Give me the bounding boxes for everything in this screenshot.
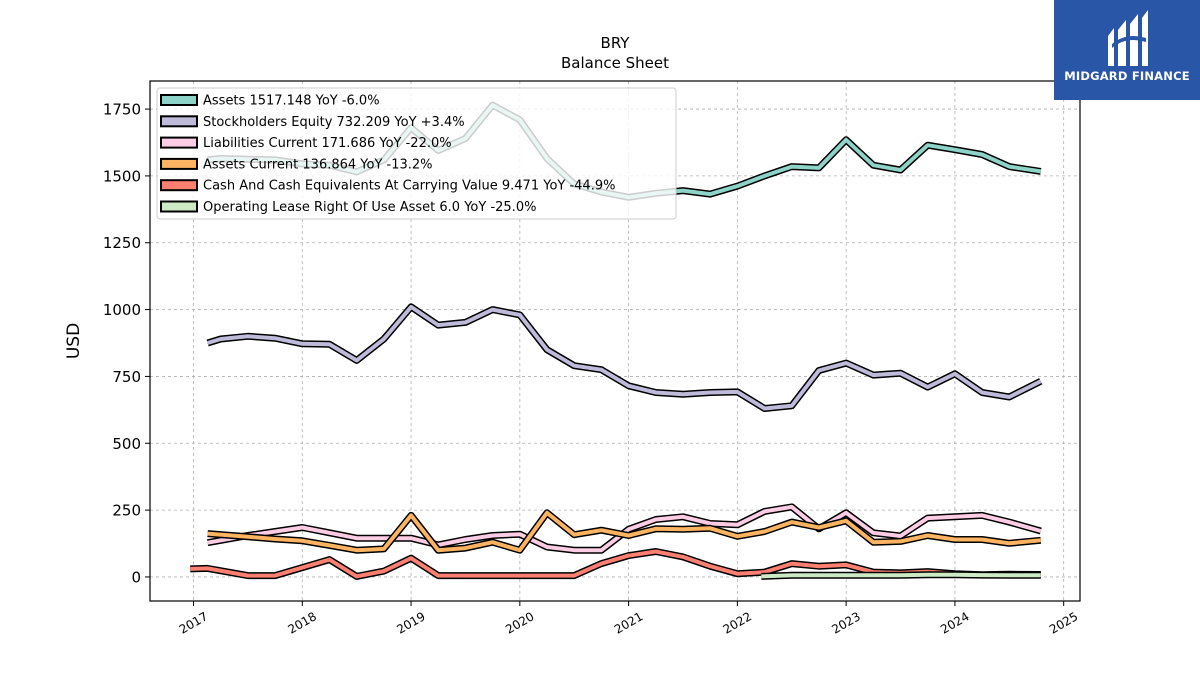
x-tick-label: 2023: [829, 609, 862, 636]
legend-swatch-2: [160, 136, 198, 149]
legend-label-4: Cash And Cash Equivalents At Carrying Va…: [203, 179, 615, 194]
x-tick-label: 2024: [938, 609, 971, 636]
legend-swatch-4: [160, 179, 198, 192]
series-line-1: [207, 304, 1042, 411]
series-outline-1: [206, 303, 1043, 412]
legend-swatch-1: [160, 115, 198, 128]
legend-label-1: Stockholders Equity 732.209 YoY +3.4%: [203, 115, 465, 130]
x-tick-label: 2021: [612, 609, 645, 636]
y-tick-label: 1000: [103, 301, 141, 319]
y-tick-label: 0: [131, 568, 141, 586]
legend-swatch-3: [160, 157, 198, 170]
legend-label-5: Operating Lease Right Of Use Asset 6.0 Y…: [203, 200, 536, 215]
y-tick-label: 250: [112, 502, 141, 520]
chart-title: BRY: [601, 34, 631, 52]
legend-label-2: Liabilities Current 171.686 YoY -22.0%: [203, 136, 452, 151]
x-tick-label: 2025: [1047, 609, 1080, 636]
legend-label-0: Assets 1517.148 YoY -6.0%: [203, 94, 380, 109]
x-tick-label: 2022: [721, 609, 754, 636]
y-tick-label: 1750: [103, 101, 141, 119]
brand-logo: MIDGARD FINANCE: [1054, 0, 1200, 100]
y-tick-label: 1250: [103, 234, 141, 252]
legend-label-3: Assets Current 136.864 YoY -13.2%: [203, 157, 433, 172]
series-line-2: [207, 504, 1042, 553]
legend-swatch-0: [160, 94, 198, 106]
chart-subtitle: Balance Sheet: [561, 54, 669, 72]
x-tick-label: 2020: [503, 609, 536, 636]
x-tick-label: 2018: [286, 609, 319, 636]
brand-name: MIDGARD FINANCE: [1064, 69, 1190, 83]
midgard-logo-icon: [1108, 10, 1148, 66]
series-line-5: [761, 572, 1041, 579]
legend-swatch-5: [160, 200, 198, 213]
y-tick-label: 750: [112, 368, 141, 386]
y-tick-label: 500: [112, 435, 141, 453]
plot-frame: [149, 80, 1081, 602]
x-tick-label: 2017: [177, 609, 210, 636]
legend-box: [156, 87, 677, 220]
y-axis-label: USD: [64, 323, 84, 359]
series-line-3: [207, 510, 1041, 553]
x-tick-label: 2019: [394, 609, 427, 636]
y-tick-label: 1500: [103, 167, 141, 185]
legend: Assets 1517.148 YoY -6.0% Stockholders Eq…: [156, 87, 677, 220]
